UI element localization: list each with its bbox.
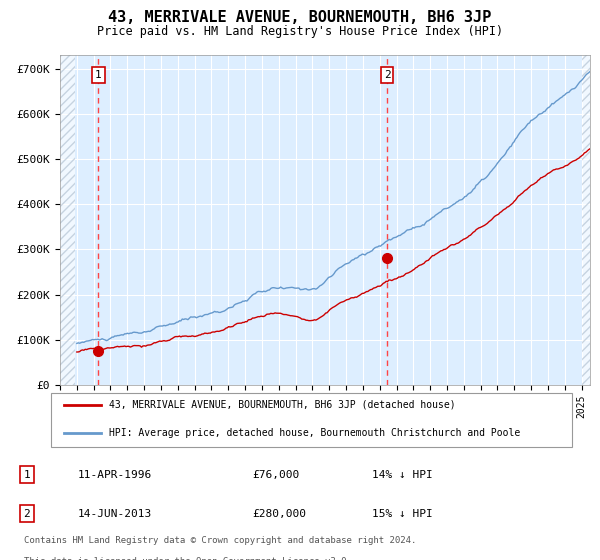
Text: 2: 2 [384,70,391,80]
FancyBboxPatch shape [50,393,572,447]
Text: 43, MERRIVALE AVENUE, BOURNEMOUTH, BH6 3JP: 43, MERRIVALE AVENUE, BOURNEMOUTH, BH6 3… [109,10,491,25]
Text: 14-JUN-2013: 14-JUN-2013 [78,509,152,519]
Text: Contains HM Land Registry data © Crown copyright and database right 2024.: Contains HM Land Registry data © Crown c… [24,536,416,545]
Text: HPI: Average price, detached house, Bournemouth Christchurch and Poole: HPI: Average price, detached house, Bour… [109,428,520,438]
Text: £76,000: £76,000 [252,470,299,479]
Text: 43, MERRIVALE AVENUE, BOURNEMOUTH, BH6 3JP (detached house): 43, MERRIVALE AVENUE, BOURNEMOUTH, BH6 3… [109,400,455,410]
Text: 2: 2 [23,509,31,519]
Text: £280,000: £280,000 [252,509,306,519]
Text: 1: 1 [95,70,102,80]
Text: 1: 1 [23,470,31,479]
Text: This data is licensed under the Open Government Licence v3.0.: This data is licensed under the Open Gov… [24,558,352,560]
Text: Price paid vs. HM Land Registry's House Price Index (HPI): Price paid vs. HM Land Registry's House … [97,25,503,38]
Text: 11-APR-1996: 11-APR-1996 [78,470,152,479]
Text: 14% ↓ HPI: 14% ↓ HPI [372,470,433,479]
Text: 15% ↓ HPI: 15% ↓ HPI [372,509,433,519]
